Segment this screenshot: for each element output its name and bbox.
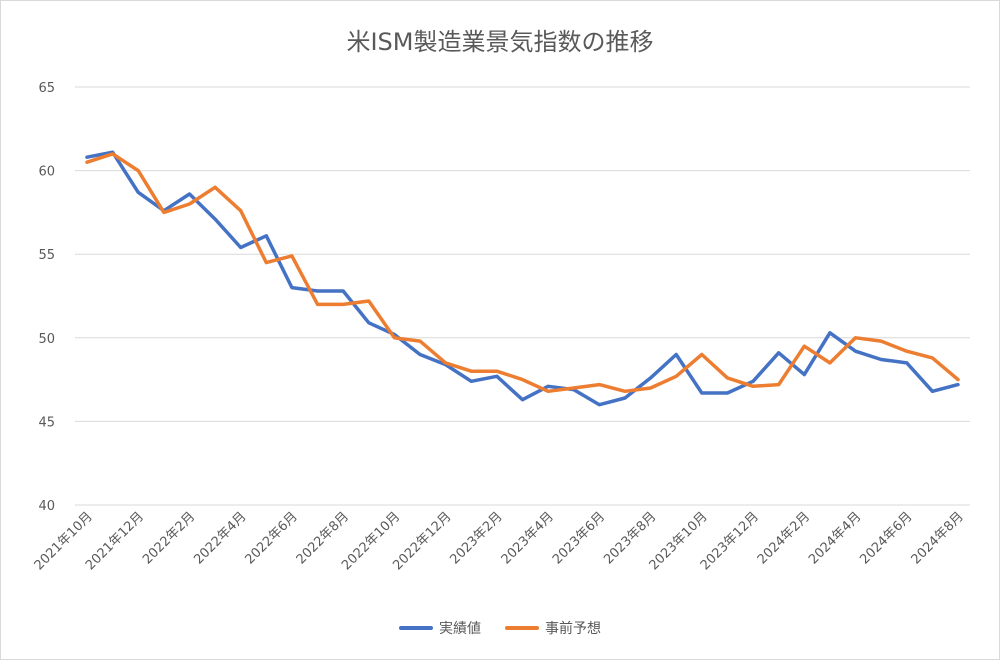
legend-label-actual: 実績値: [439, 621, 481, 637]
legend-swatch-forecast: [505, 626, 539, 630]
x-tick-label: 2023年6月: [550, 509, 608, 567]
x-tick-label: 2024年6月: [857, 509, 915, 567]
gridlines: [75, 86, 970, 506]
series-lines: [85, 150, 960, 407]
chart-title: 米ISM製造業景気指数の推移: [346, 28, 654, 56]
y-tick-label: 65: [38, 81, 55, 96]
y-tick-label: 60: [38, 165, 55, 180]
legend-swatch-actual: [399, 626, 433, 630]
y-axis-ticks: 40 45 50 55 60 65: [38, 81, 55, 514]
series-line-actual[interactable]: [85, 150, 960, 407]
y-tick-label: 50: [38, 332, 55, 347]
legend-label-forecast: 事前予想: [545, 621, 601, 637]
x-tick-label: 2022年2月: [140, 509, 198, 567]
legend-item-actual[interactable]: 実績値: [399, 618, 481, 638]
legend-item-forecast[interactable]: 事前予想: [505, 618, 601, 638]
y-tick-label: 40: [38, 499, 55, 514]
y-tick-label: 45: [38, 415, 55, 430]
x-tick-label: 2024年8月: [909, 509, 967, 567]
x-axis-ticks: 2021年10月2021年12月2022年2月2022年4月2022年6月202…: [32, 509, 967, 573]
series-line-forecast[interactable]: [85, 152, 960, 394]
x-tick-label: 2023年4月: [499, 509, 557, 567]
legend: 実績値 事前予想: [0, 618, 1000, 638]
x-tick-label: 2023年2月: [447, 509, 505, 567]
y-tick-label: 55: [38, 248, 55, 263]
x-tick-label: 2022年6月: [243, 509, 301, 567]
x-tick-label: 2022年4月: [191, 509, 249, 567]
x-tick-label: 2024年2月: [755, 509, 813, 567]
x-tick-label: 2024年4月: [806, 509, 864, 567]
